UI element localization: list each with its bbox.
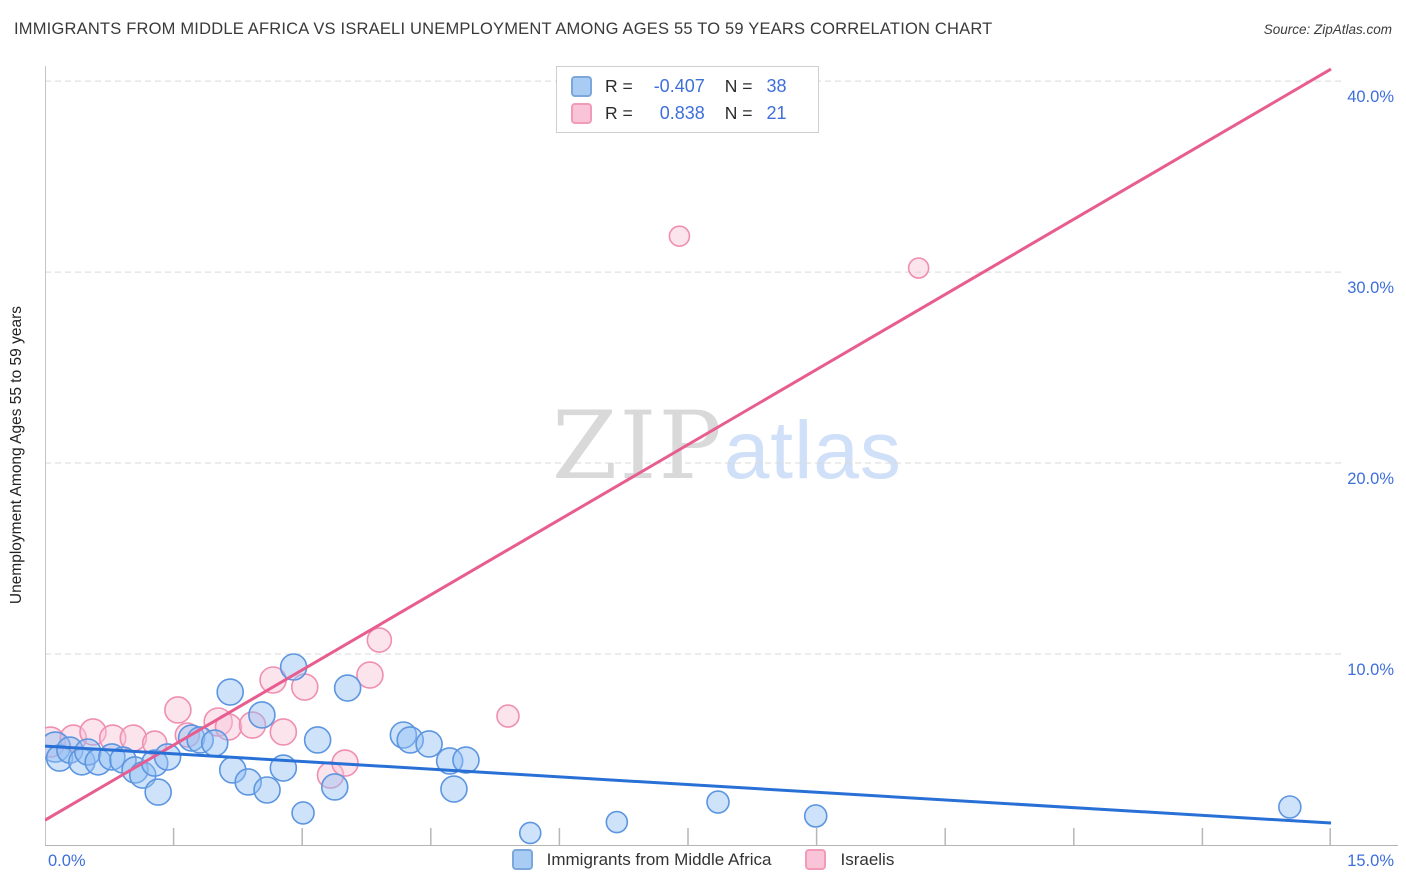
scatter-point-immigrants-from-middle-africa [452,746,480,774]
scatter-point-immigrants-from-middle-africa [320,773,349,801]
legend-row-pink: R = 0.838 N = 21 [571,101,806,125]
correlation-legend-box: R = -0.407 N = 38 R = 0.838 N = 21 [556,66,819,133]
scatter-point-immigrants-from-middle-africa [706,790,730,814]
r-label: R = [605,75,633,96]
n-value-blue: 38 [766,75,787,96]
scatter-point-israelis [366,627,393,653]
trend-line-israelis [44,67,1332,822]
scatter-point-immigrants-from-middle-africa [144,778,172,806]
scatter-point-immigrants-from-middle-africa [248,701,276,729]
y-axis-label-30.0%: 30.0% [1347,279,1394,298]
blue-series-swatch [571,75,592,97]
scatter-point-israelis [356,661,384,689]
series-legend: Immigrants from Middle Africa Israelis [0,849,1406,870]
n-label: N = [724,102,753,123]
scatter-point-israelis [496,704,520,728]
scatter-point-immigrants-from-middle-africa [216,678,244,706]
scatter-point-immigrants-from-middle-africa [303,726,332,754]
trend-line-immigrants-from-middle-africa [44,744,1332,825]
pink-series-swatch [805,849,827,870]
scatter-point-immigrants-from-middle-africa [291,801,315,825]
pink-series-swatch [571,102,592,124]
x-axis-label-15.0%: 15.0% [1347,852,1394,870]
scatter-point-immigrants-from-middle-africa [605,810,629,834]
scatter-point-immigrants-from-middle-africa [518,821,542,845]
scatter-point-israelis [164,696,192,724]
y-axis-label-20.0%: 20.0% [1347,470,1394,489]
scatter-point-israelis [668,225,691,247]
scatter-point-immigrants-from-middle-africa [253,776,281,804]
plot-area [34,66,1345,845]
scatter-point-immigrants-from-middle-africa [440,775,468,803]
y-axis-label-10.0%: 10.0% [1347,661,1394,680]
scatter-point-immigrants-from-middle-africa [74,738,102,766]
scatter-point-immigrants-from-middle-africa [803,804,828,828]
x-axis-line [45,845,1398,846]
blue-series-label: Immigrants from Middle Africa [546,849,772,869]
scatter-chart [34,66,1343,845]
source-credit: Source: ZipAtlas.com [1263,22,1392,37]
scatter-point-israelis [269,718,298,746]
scatter-point-immigrants-from-middle-africa [1278,795,1302,819]
scatter-point-immigrants-from-middle-africa [333,674,362,702]
scatter-point-israelis [907,257,930,279]
y-axis-label-40.0%: 40.0% [1347,88,1394,107]
blue-series-swatch [511,849,533,870]
scatter-point-immigrants-from-middle-africa [200,729,229,757]
scatter-point-immigrants-from-middle-africa [415,730,443,758]
pink-series-label: Israelis [840,849,895,869]
legend-row-blue: R = -0.407 N = 38 [571,74,806,98]
n-label: N = [724,75,753,96]
y-axis-title: Unemployment Among Ages 55 to 59 years [8,306,25,605]
r-value-pink: 0.838 [659,102,705,123]
x-axis-label-0.0%: 0.0% [48,852,86,870]
r-label: R = [605,102,633,123]
page-title: IMMIGRANTS FROM MIDDLE AFRICA VS ISRAELI… [14,20,993,38]
n-value-pink: 21 [766,102,787,123]
scatter-point-israelis [238,711,267,739]
r-value-blue: -0.407 [653,75,705,96]
